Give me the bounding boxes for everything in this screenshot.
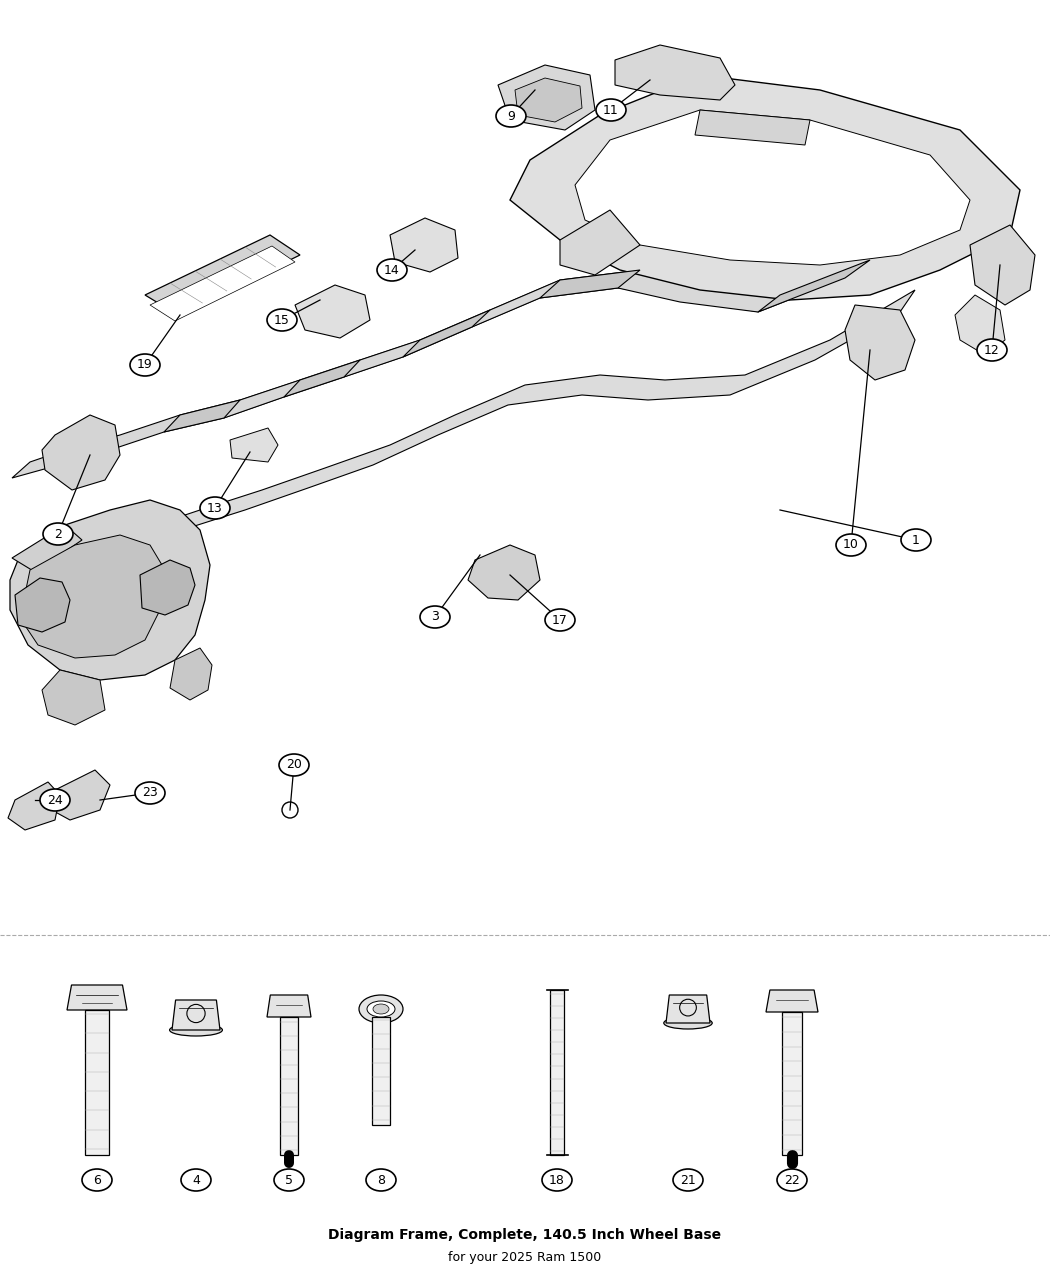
Text: 20: 20 [286, 759, 302, 771]
Ellipse shape [664, 1017, 712, 1029]
Polygon shape [140, 560, 195, 615]
Text: 19: 19 [138, 358, 153, 371]
Polygon shape [575, 110, 970, 265]
Ellipse shape [366, 1169, 396, 1191]
Polygon shape [618, 270, 780, 312]
Ellipse shape [43, 523, 74, 544]
Text: 8: 8 [377, 1173, 385, 1187]
Text: Diagram Frame, Complete, 140.5 Inch Wheel Base: Diagram Frame, Complete, 140.5 Inch Whee… [329, 1228, 721, 1242]
Ellipse shape [777, 1169, 807, 1191]
Polygon shape [560, 210, 640, 275]
Polygon shape [15, 578, 70, 632]
Polygon shape [498, 65, 595, 130]
Ellipse shape [82, 1169, 112, 1191]
Text: for your 2025 Ram 1500: for your 2025 Ram 1500 [448, 1252, 602, 1265]
Ellipse shape [420, 606, 450, 629]
Text: 12: 12 [984, 343, 1000, 357]
Text: 14: 14 [384, 264, 400, 277]
Polygon shape [550, 989, 564, 1155]
Ellipse shape [267, 309, 297, 332]
Ellipse shape [130, 354, 160, 376]
Text: 15: 15 [274, 314, 290, 326]
Ellipse shape [901, 529, 931, 551]
Polygon shape [970, 224, 1035, 305]
Polygon shape [403, 310, 490, 357]
Text: 10: 10 [843, 538, 859, 552]
Polygon shape [782, 1012, 802, 1155]
Ellipse shape [377, 259, 407, 280]
Polygon shape [758, 260, 870, 312]
Polygon shape [145, 235, 300, 315]
Text: 9: 9 [507, 110, 514, 122]
Circle shape [282, 802, 298, 819]
Text: 1: 1 [912, 533, 920, 547]
Polygon shape [514, 78, 582, 122]
Ellipse shape [368, 1001, 395, 1017]
Polygon shape [666, 994, 710, 1023]
Text: 23: 23 [142, 787, 157, 799]
Text: 6: 6 [93, 1173, 101, 1187]
Polygon shape [695, 110, 810, 145]
Polygon shape [42, 669, 105, 725]
Polygon shape [170, 648, 212, 700]
Polygon shape [284, 360, 360, 397]
Polygon shape [280, 1017, 298, 1155]
Ellipse shape [274, 1169, 304, 1191]
Polygon shape [845, 305, 915, 380]
Text: 3: 3 [432, 611, 439, 623]
Polygon shape [48, 770, 110, 820]
Polygon shape [10, 500, 210, 680]
Text: 11: 11 [603, 103, 618, 116]
Polygon shape [956, 295, 1005, 354]
Ellipse shape [279, 754, 309, 776]
Text: 24: 24 [47, 793, 63, 807]
Ellipse shape [181, 1169, 211, 1191]
Ellipse shape [40, 789, 70, 811]
Polygon shape [390, 218, 458, 272]
Polygon shape [164, 400, 240, 432]
Polygon shape [85, 1010, 109, 1155]
Polygon shape [230, 428, 278, 462]
Polygon shape [12, 289, 915, 581]
Ellipse shape [200, 497, 230, 519]
Polygon shape [766, 989, 818, 1012]
Polygon shape [12, 525, 82, 572]
Polygon shape [42, 414, 120, 490]
Polygon shape [295, 286, 370, 338]
Text: 4: 4 [192, 1173, 200, 1187]
Polygon shape [172, 1000, 220, 1030]
Polygon shape [12, 205, 956, 478]
Ellipse shape [373, 1003, 388, 1014]
Polygon shape [224, 380, 300, 418]
Polygon shape [150, 246, 295, 321]
Ellipse shape [976, 339, 1007, 361]
Polygon shape [615, 45, 735, 99]
Text: 13: 13 [207, 501, 223, 515]
Polygon shape [510, 75, 1020, 300]
Ellipse shape [545, 609, 575, 631]
Polygon shape [8, 782, 60, 830]
Polygon shape [267, 994, 311, 1017]
Ellipse shape [359, 994, 403, 1023]
Text: 21: 21 [680, 1173, 696, 1187]
Polygon shape [67, 986, 127, 1010]
Text: 18: 18 [549, 1173, 565, 1187]
Text: 17: 17 [552, 613, 568, 626]
Ellipse shape [170, 1024, 223, 1037]
Polygon shape [472, 280, 560, 326]
Text: 2: 2 [54, 528, 62, 541]
Polygon shape [540, 270, 640, 298]
Text: 5: 5 [285, 1173, 293, 1187]
Polygon shape [344, 340, 420, 377]
Polygon shape [468, 544, 540, 601]
Ellipse shape [596, 99, 626, 121]
Ellipse shape [673, 1169, 704, 1191]
Ellipse shape [542, 1169, 572, 1191]
Ellipse shape [496, 105, 526, 128]
Text: 22: 22 [784, 1173, 800, 1187]
Ellipse shape [836, 534, 866, 556]
Ellipse shape [135, 782, 165, 805]
Polygon shape [372, 1017, 390, 1125]
Polygon shape [20, 536, 165, 658]
